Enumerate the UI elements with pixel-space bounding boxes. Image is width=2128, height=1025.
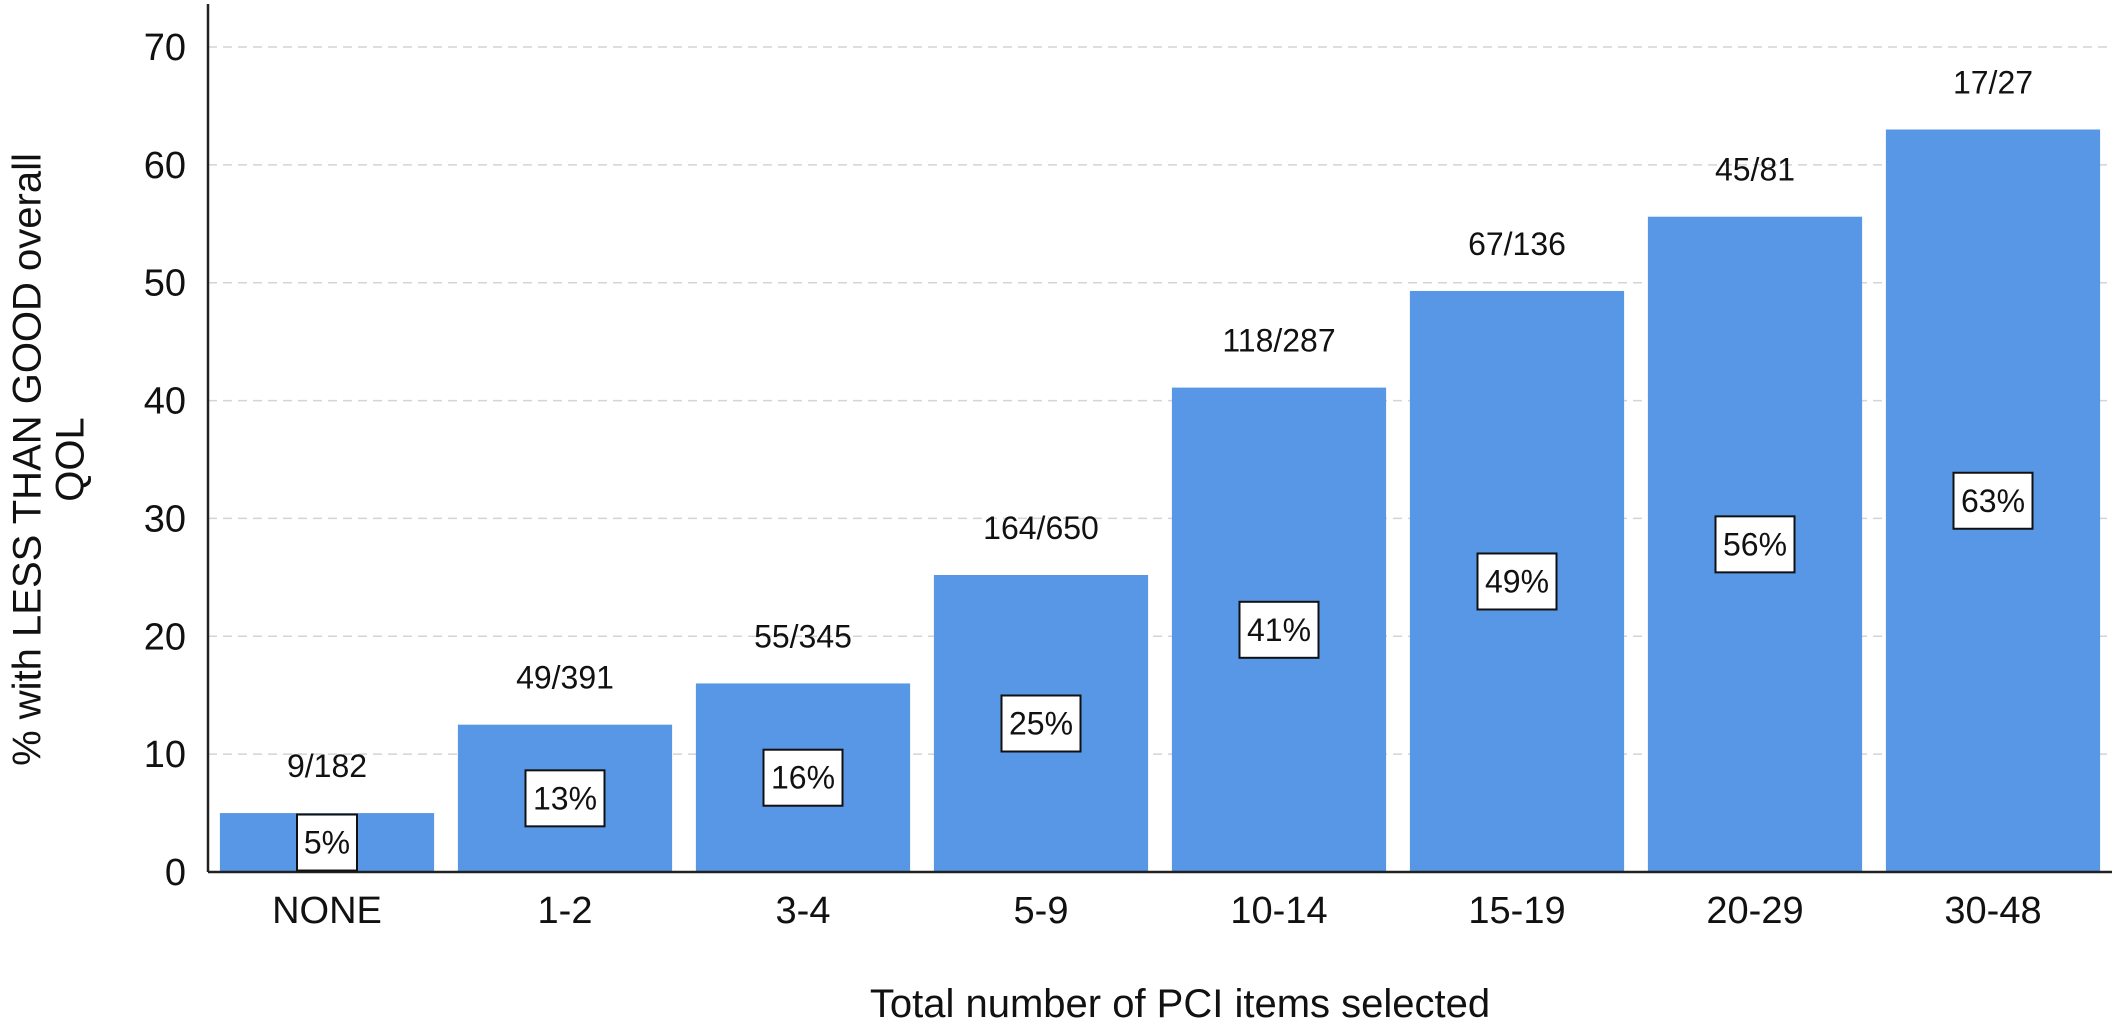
y-tick-label: 30 bbox=[144, 498, 186, 540]
x-tick-label: 5-9 bbox=[1014, 890, 1069, 932]
y-tick-label: 50 bbox=[144, 263, 186, 305]
percent-label: 25% bbox=[1009, 706, 1073, 742]
x-axis-title: Total number of PCI items selected bbox=[870, 982, 1490, 1025]
y-axis-title-line: % with LESS THAN GOOD overall bbox=[6, 153, 50, 766]
count-label: 164/650 bbox=[983, 510, 1099, 546]
y-tick-label: 20 bbox=[144, 616, 186, 658]
x-tick-label: 20-29 bbox=[1706, 890, 1803, 932]
percent-label: 56% bbox=[1723, 526, 1787, 562]
percent-label: 49% bbox=[1485, 563, 1549, 599]
y-tick-label: 10 bbox=[144, 734, 186, 776]
bars bbox=[219, 129, 2101, 872]
count-label: 67/136 bbox=[1468, 226, 1566, 262]
x-tick-labels: NONE 1-2 3-4 5-9 10-14 15-19 20-29 30-48 bbox=[272, 890, 2042, 932]
y-tick-labels: 0 10 20 30 40 50 60 70 bbox=[144, 27, 186, 894]
percent-label: 13% bbox=[533, 780, 597, 816]
y-tick-label: 0 bbox=[165, 852, 186, 894]
x-tick-label: 3-4 bbox=[776, 890, 831, 932]
percent-label: 63% bbox=[1961, 483, 2025, 519]
count-label: 9/182 bbox=[287, 748, 367, 784]
percent-label: 41% bbox=[1247, 612, 1311, 648]
count-label: 118/287 bbox=[1222, 323, 1335, 359]
count-label: 49/391 bbox=[516, 660, 614, 696]
percent-label-box bbox=[1000, 694, 1082, 753]
count-label: 55/345 bbox=[754, 618, 852, 654]
percent-label-box bbox=[1238, 600, 1320, 659]
x-tick-label: 10-14 bbox=[1230, 890, 1327, 932]
y-axis-title-line: QOL bbox=[49, 417, 93, 501]
x-tick-label: 15-19 bbox=[1468, 890, 1565, 932]
y-tick-label: 40 bbox=[144, 381, 186, 423]
percent-label: 5% bbox=[304, 825, 350, 861]
x-tick-label: NONE bbox=[272, 890, 382, 932]
percent-label-box bbox=[1714, 515, 1796, 574]
y-tick-label: 70 bbox=[144, 27, 186, 69]
count-label: 45/81 bbox=[1715, 152, 1795, 188]
axes bbox=[206, 4, 2112, 874]
percent-label-box bbox=[524, 769, 606, 828]
data-labels: 9/182 5% 49/391 13% 55/345 16% 164/650 25% 118/2… bbox=[287, 65, 2034, 872]
percent-label-box bbox=[1952, 471, 2034, 530]
y-tick-label: 60 bbox=[144, 145, 186, 187]
percent-label: 16% bbox=[771, 760, 835, 796]
percent-label-box bbox=[296, 813, 358, 872]
x-tick-label: 1-2 bbox=[538, 890, 593, 932]
percent-label-box bbox=[1476, 552, 1558, 611]
y-axis-title: % with LESS THAN GOOD overall QOL bbox=[6, 153, 93, 766]
percent-label-box bbox=[762, 748, 844, 807]
count-label: 17/27 bbox=[1953, 65, 2033, 101]
x-tick-label: 30-48 bbox=[1944, 890, 2041, 932]
gridlines bbox=[208, 46, 2112, 755]
